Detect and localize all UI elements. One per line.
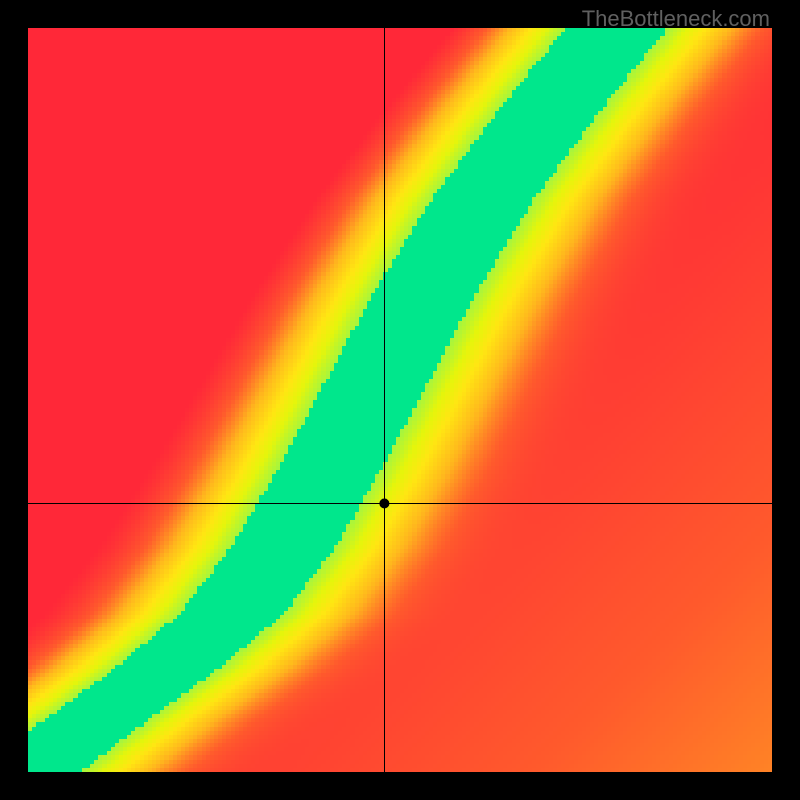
- heatmap-canvas: [0, 0, 800, 800]
- watermark-label: TheBottleneck.com: [582, 6, 770, 32]
- chart-container: TheBottleneck.com: [0, 0, 800, 800]
